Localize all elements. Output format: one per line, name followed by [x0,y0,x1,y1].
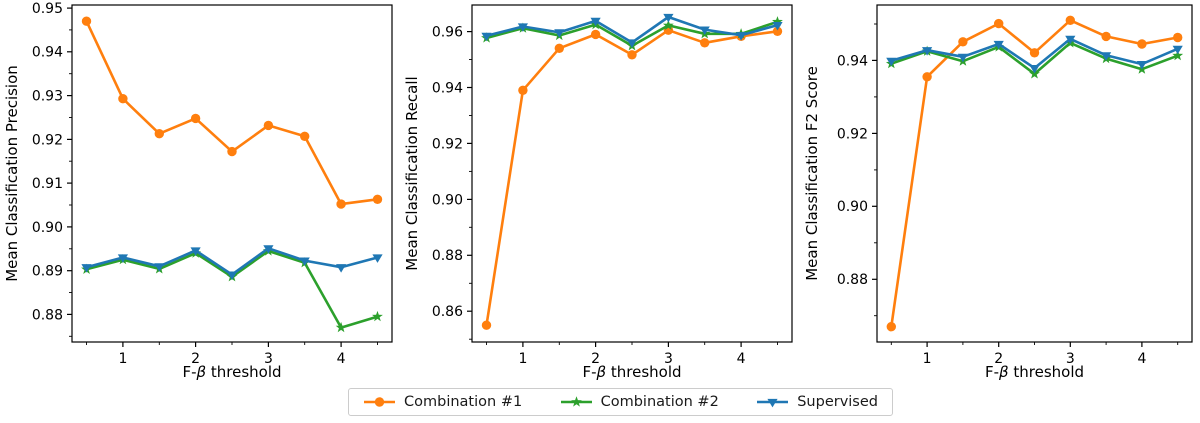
legend-marker-circle-icon [364,397,395,407]
legend-item-combination-2: Combination #2 [560,394,719,410]
svg-text:0.91: 0.91 [32,176,63,192]
y-axis-label: Mean Classification Recall [403,76,421,270]
series-combination-1 [481,25,783,330]
series-supervised [481,13,783,48]
y-axis-label: Mean Classification Precision [3,65,21,282]
svg-text:0.90: 0.90 [837,199,868,215]
svg-text:2: 2 [591,351,600,367]
legend-marker-star-icon [560,396,592,407]
x-axis-label: F-β threshold [182,363,281,381]
svg-text:0.89: 0.89 [32,264,63,280]
svg-text:0.88: 0.88 [432,248,463,264]
x-axis-label: F-β threshold [582,363,681,381]
svg-text:0.96: 0.96 [432,25,463,41]
svg-text:0.93: 0.93 [32,89,63,105]
svg-text:0.95: 0.95 [32,1,63,17]
svg-text:2: 2 [191,351,200,367]
svg-text:1: 1 [118,351,127,367]
axis-ticks: 0.88 0.90 0.92 0.94 1 2 3 4 [837,23,1179,367]
svg-text:1: 1 [923,351,932,367]
svg-text:4: 4 [1137,351,1146,367]
series-supervised [81,245,383,280]
svg-text:0.94: 0.94 [837,53,868,69]
svg-text:3: 3 [1066,351,1075,367]
series-combination-1 [886,15,1183,332]
legend-item-supervised: Supervised [756,394,878,410]
legend-label-combination-1: Combination #1 [404,394,523,410]
svg-text:0.92: 0.92 [432,136,463,152]
series-combination-1 [81,16,383,209]
y-axis-label: Mean Classification F2 Score [803,66,821,281]
axis-ticks: 0.88 0.89 0.90 0.91 0.92 0.93 0.94 0.95 1 2 3 4 [32,1,378,367]
svg-text:0.88: 0.88 [32,307,63,323]
legend: Combination #1 Combination #2 Supervised [348,388,893,416]
svg-text:0.90: 0.90 [432,192,463,208]
svg-text:0.92: 0.92 [32,132,63,148]
plot-area [71,4,393,343]
legend-marker-triangle-down-icon [757,398,789,408]
f2-score-chart: 0.88 0.90 0.92 0.94 1 2 3 4 Mean Classification … [803,4,1193,381]
svg-text:0.94: 0.94 [32,45,63,61]
svg-text:4: 4 [337,351,346,367]
svg-text:3: 3 [664,351,673,367]
svg-text:0.88: 0.88 [837,272,868,288]
svg-text:0.86: 0.86 [432,304,463,320]
legend-label-combination-2: Combination #2 [600,394,719,410]
svg-text:4: 4 [737,351,746,367]
svg-text:1: 1 [518,351,527,367]
x-axis-label: F-β threshold [985,363,1084,381]
svg-text:2: 2 [994,351,1003,367]
precision-chart: 0.88 0.89 0.90 0.91 0.92 0.93 0.94 0.95 1 2 3 4 Mean… [3,1,393,381]
recall-chart: 0.86 0.88 0.90 0.92 0.94 0.96 1 2 3 4 Mean Classif… [403,4,793,381]
svg-text:0.92: 0.92 [837,126,868,142]
svg-text:3: 3 [264,351,273,367]
legend-item-combination-1: Combination #1 [363,394,522,410]
svg-text:0.94: 0.94 [432,80,463,96]
svg-text:0.90: 0.90 [32,220,63,236]
legend-label-supervised: Supervised [797,394,878,410]
series-supervised [886,35,1183,74]
axis-ticks: 0.86 0.88 0.90 0.92 0.94 0.96 1 2 3 4 [432,25,778,367]
